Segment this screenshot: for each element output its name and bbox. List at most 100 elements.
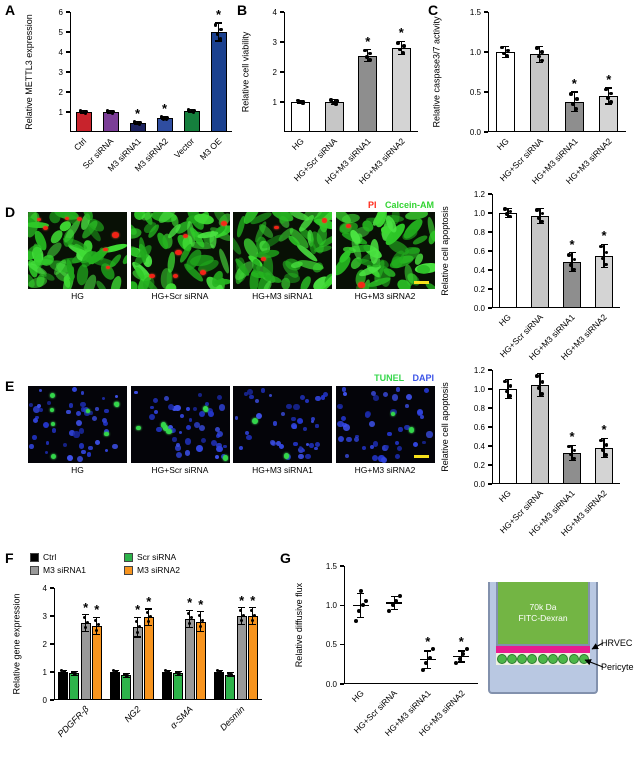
data-point bbox=[599, 244, 603, 249]
panel-d-stain-legend: PI Calcein-AM bbox=[28, 200, 434, 210]
data-point bbox=[71, 670, 75, 674]
y-tick-mark bbox=[488, 407, 492, 409]
data-point bbox=[401, 51, 406, 55]
error-cap bbox=[364, 48, 372, 51]
pi-positive-cell bbox=[321, 218, 328, 223]
bar bbox=[499, 389, 517, 484]
error-cap bbox=[504, 397, 512, 400]
error-cap bbox=[111, 669, 119, 671]
y-tick-mark bbox=[66, 111, 70, 113]
dapi-nucleus bbox=[179, 413, 184, 419]
error-bar bbox=[507, 379, 509, 399]
x-axis-label: NG2 bbox=[122, 704, 144, 725]
dapi-nucleus bbox=[249, 394, 254, 400]
dapi-nucleus bbox=[304, 453, 311, 460]
significance-star: * bbox=[146, 594, 152, 609]
dapi-nucleus bbox=[44, 450, 49, 454]
dapi-nucleus bbox=[206, 407, 213, 414]
dapi-nucleus bbox=[174, 404, 181, 412]
pi-positive-cell bbox=[261, 257, 266, 262]
data-point bbox=[167, 670, 171, 674]
tunel-positive-nucleus bbox=[50, 393, 56, 399]
bar bbox=[531, 215, 549, 308]
chart-cell-viability: Relative cell viability 1 2 3 4 HG HG+Scr siRN… bbox=[240, 2, 430, 186]
data-point bbox=[78, 109, 83, 113]
dapi-nucleus bbox=[293, 403, 300, 411]
data-point bbox=[132, 120, 137, 124]
dapi-nucleus bbox=[185, 425, 192, 431]
dapi-nucleus bbox=[68, 403, 73, 408]
x-axis-label: Desmin bbox=[218, 704, 248, 733]
data-point bbox=[424, 660, 429, 665]
pi-positive-cell bbox=[148, 273, 155, 279]
data-point bbox=[572, 267, 576, 272]
scale-bar bbox=[413, 455, 429, 459]
data-point bbox=[353, 618, 358, 624]
data-point bbox=[505, 212, 509, 216]
y-tick-mark bbox=[340, 644, 344, 646]
hrvec-annotation-label: HRVEC bbox=[601, 638, 633, 648]
y-tick-mark bbox=[488, 445, 492, 447]
error-cap bbox=[397, 40, 405, 42]
y-tick-label: 1.5 bbox=[469, 7, 481, 17]
dapi-nucleus bbox=[92, 415, 97, 421]
data-point bbox=[113, 671, 117, 675]
dapi-nucleus bbox=[72, 387, 78, 393]
dapi-nucleus bbox=[194, 421, 200, 428]
bar bbox=[102, 112, 119, 132]
significance-star: * bbox=[134, 105, 141, 121]
bar bbox=[495, 52, 515, 132]
chart-mettl3-expression: Relative METTL3 expression 1 2 3 4 5 6 Ctrl Scr … bbox=[24, 2, 236, 186]
error-cap bbox=[134, 616, 142, 618]
y-tick-mark bbox=[280, 101, 284, 103]
y-tick-label: 4 bbox=[58, 47, 63, 57]
error-cap bbox=[536, 207, 544, 209]
dapi-nucleus bbox=[102, 420, 109, 427]
dapi-nucleus bbox=[422, 440, 426, 445]
data-point bbox=[82, 616, 86, 620]
y-tick-mark bbox=[340, 683, 344, 685]
data-point bbox=[601, 448, 605, 453]
data-point bbox=[72, 672, 76, 676]
dapi-nucleus bbox=[387, 431, 392, 436]
y-tick-label: 2 bbox=[58, 87, 63, 97]
dapi-nucleus bbox=[297, 417, 304, 425]
bar bbox=[69, 673, 80, 700]
dapi-nucleus bbox=[78, 428, 85, 434]
data-point bbox=[358, 589, 363, 594]
error-bar bbox=[573, 92, 575, 112]
data-point bbox=[396, 40, 401, 45]
error-cap bbox=[82, 614, 90, 616]
y-tick-mark bbox=[488, 193, 492, 195]
error-cap bbox=[536, 373, 544, 375]
y-tick-label: 1.0 bbox=[469, 47, 481, 57]
data-point bbox=[398, 47, 403, 52]
data-point bbox=[115, 670, 119, 674]
error-bar bbox=[539, 208, 541, 224]
calcein-cell bbox=[130, 281, 139, 289]
data-point bbox=[61, 671, 65, 675]
dapi-nucleus bbox=[340, 415, 347, 422]
y-tick-label: 0.0 bbox=[325, 679, 337, 689]
x-axis-label: PDGFR-β bbox=[55, 704, 92, 740]
bar bbox=[162, 672, 173, 700]
y-tick-label: 0.5 bbox=[325, 640, 337, 650]
pericyte-cell bbox=[527, 654, 538, 664]
data-point bbox=[161, 116, 166, 121]
y-tick-label: 0.2 bbox=[473, 284, 485, 294]
dapi-nucleus bbox=[355, 435, 359, 439]
tunel-positive-nucleus bbox=[103, 431, 109, 437]
chart-apoptosis-tunel: Relative cell apoptosis 0.0 0.2 0.4 0.6 0.8 1.… bbox=[440, 358, 636, 538]
y-tick-label: 0.6 bbox=[473, 246, 485, 256]
dapi-nucleus bbox=[246, 389, 253, 396]
calcein-cell bbox=[120, 252, 127, 266]
dapi-nucleus bbox=[218, 404, 226, 411]
y-tick-label: 1 bbox=[42, 667, 47, 677]
pi-positive-cell bbox=[105, 266, 110, 270]
y-tick-mark bbox=[66, 11, 70, 13]
bar bbox=[110, 672, 121, 700]
error-bar bbox=[217, 23, 220, 41]
dapi-nucleus bbox=[338, 405, 343, 410]
dapi-nucleus bbox=[163, 395, 170, 402]
pericyte-cell bbox=[558, 654, 569, 664]
